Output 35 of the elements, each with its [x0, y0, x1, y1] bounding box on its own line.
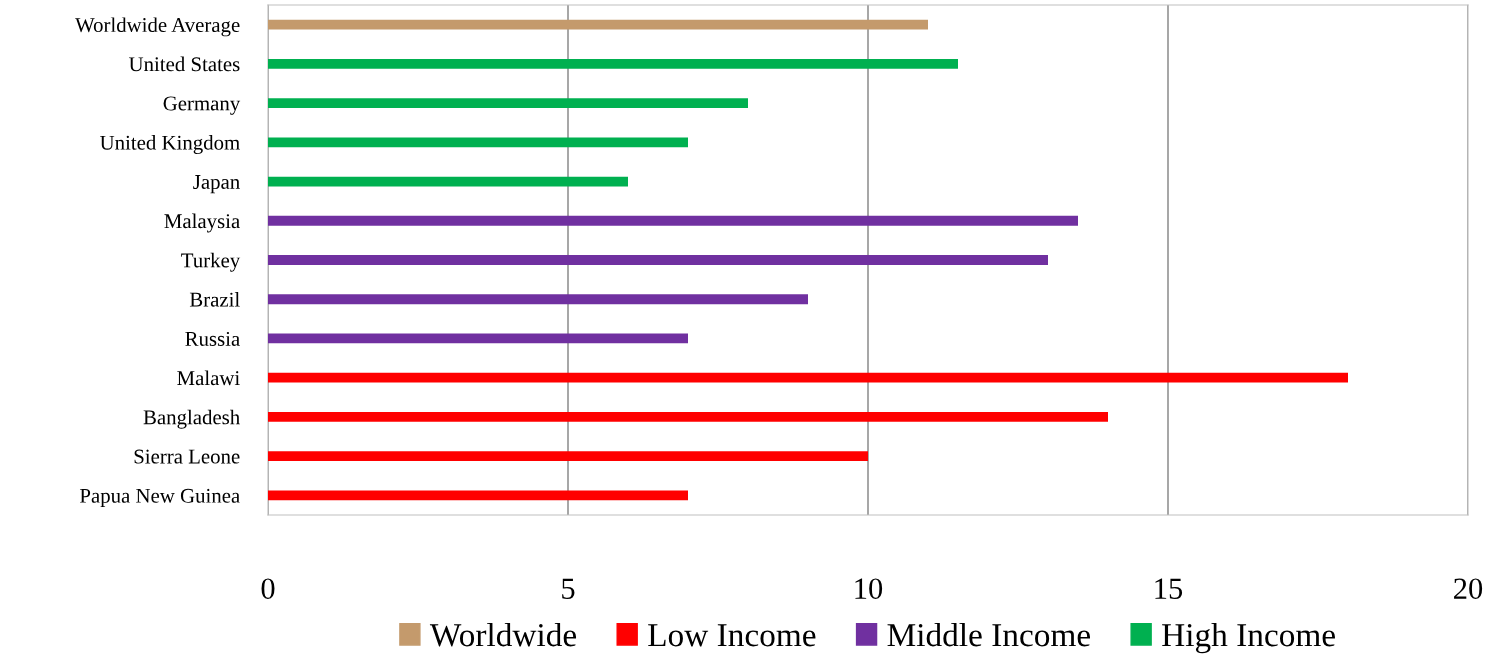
- x-tick-label: 5: [562, 578, 575, 599]
- y-tick-label: Bangladesh: [143, 409, 240, 429]
- bar: [268, 255, 1048, 265]
- y-tick-label: Turkey: [181, 252, 241, 272]
- legend-label: High Income: [1162, 622, 1335, 654]
- y-tick-label: Russia: [185, 331, 240, 346]
- bar: [268, 58, 958, 69]
- bar: [268, 490, 688, 501]
- y-tick-label: Brazil: [189, 292, 240, 307]
- bar: [268, 176, 628, 187]
- bar: [268, 137, 688, 148]
- y-tick-label: United Kingdom: [100, 135, 240, 155]
- x-tick-label: 0: [261, 578, 275, 599]
- y-tick-label: Papua New Guinea: [79, 488, 240, 508]
- x-tick-label: 10: [855, 578, 883, 599]
- x-tick-label: 15: [1155, 578, 1183, 599]
- legend-label: Low Income: [648, 624, 816, 647]
- y-tick-label: Japan: [193, 175, 240, 194]
- bar: [268, 215, 1078, 226]
- y-tick-label: United States: [128, 56, 240, 72]
- bar: [268, 294, 808, 305]
- legend-label: Worldwide: [429, 622, 577, 647]
- bar: [268, 372, 1348, 383]
- bar: [268, 19, 928, 30]
- y-tick-label: Germany: [163, 96, 241, 115]
- bar: [268, 412, 1108, 422]
- y-tick-label: Sierra Leone: [134, 449, 240, 464]
- x-tick-label: 20: [1454, 578, 1483, 599]
- bar: [268, 98, 748, 108]
- bar: [268, 451, 868, 462]
- legend-label: Middle Income: [887, 622, 1090, 647]
- y-tick-label: Malaysia: [164, 213, 240, 233]
- y-tick-label: Malawi: [177, 370, 240, 386]
- y-tick-label: Worldwide Average: [75, 17, 240, 37]
- bar: [268, 333, 688, 344]
